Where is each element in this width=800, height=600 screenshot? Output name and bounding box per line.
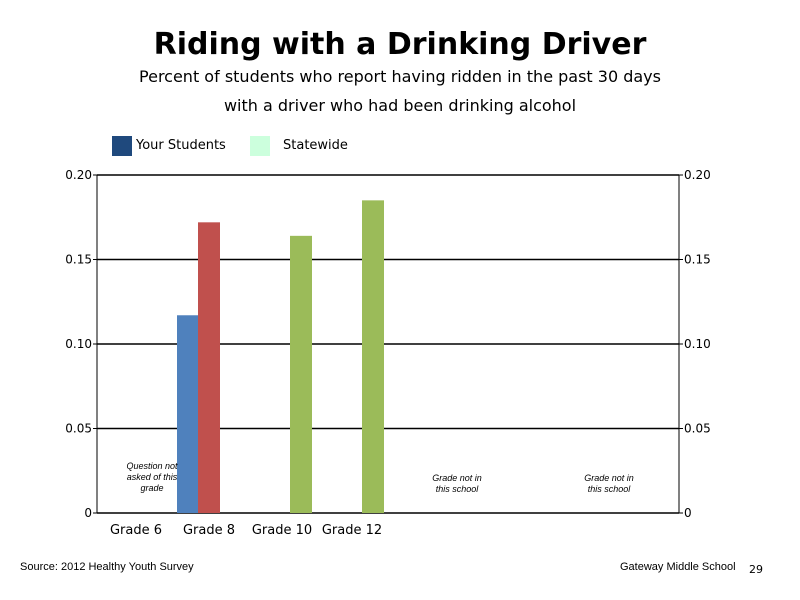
chart-title: Riding with a Drinking Driver: [153, 27, 647, 62]
annotation-note: Grade not in this school: [584, 473, 634, 494]
school-name: Gateway Middle School: [620, 561, 736, 573]
x-category-label: Grade 8: [183, 523, 235, 538]
chart-subtitle-line1: Percent of students who report having ri…: [139, 67, 661, 86]
y-tick-label-left: 0: [84, 506, 92, 520]
x-category-label: Grade 10: [252, 523, 312, 538]
legend-swatch-statewide: [250, 136, 270, 156]
annotation-note: Question not asked of this grade: [126, 461, 178, 493]
y-tick-label-left: 0.10: [65, 337, 92, 351]
y-tick-label-right: 0.15: [684, 253, 711, 267]
bar: [177, 315, 199, 513]
page-number: 29: [749, 563, 763, 576]
y-tick-label-left: 0.15: [65, 253, 92, 267]
legend-label-your-students: Your Students: [136, 138, 226, 153]
legend-swatch-your-students: [112, 136, 132, 156]
bar: [198, 222, 220, 513]
x-category-label: Grade 12: [322, 523, 382, 538]
y-tick-label-right: 0.20: [684, 168, 711, 182]
source-note: Source: 2012 Healthy Youth Survey: [20, 561, 194, 573]
bar: [362, 200, 384, 513]
y-tick-label-left: 0.20: [65, 168, 92, 182]
bar: [290, 235, 312, 513]
y-tick-label-left: 0.05: [65, 422, 92, 436]
annotation-note: Grade not in this school: [432, 473, 482, 494]
chart-subtitle-line2: with a driver who had been drinking alco…: [223, 96, 577, 115]
x-category-label: Grade 6: [110, 523, 162, 538]
y-tick-label-right: 0: [684, 506, 692, 520]
y-tick-label-right: 0.05: [684, 422, 711, 436]
y-tick-label-right: 0.10: [684, 337, 711, 351]
legend-label-statewide: Statewide: [283, 138, 348, 153]
